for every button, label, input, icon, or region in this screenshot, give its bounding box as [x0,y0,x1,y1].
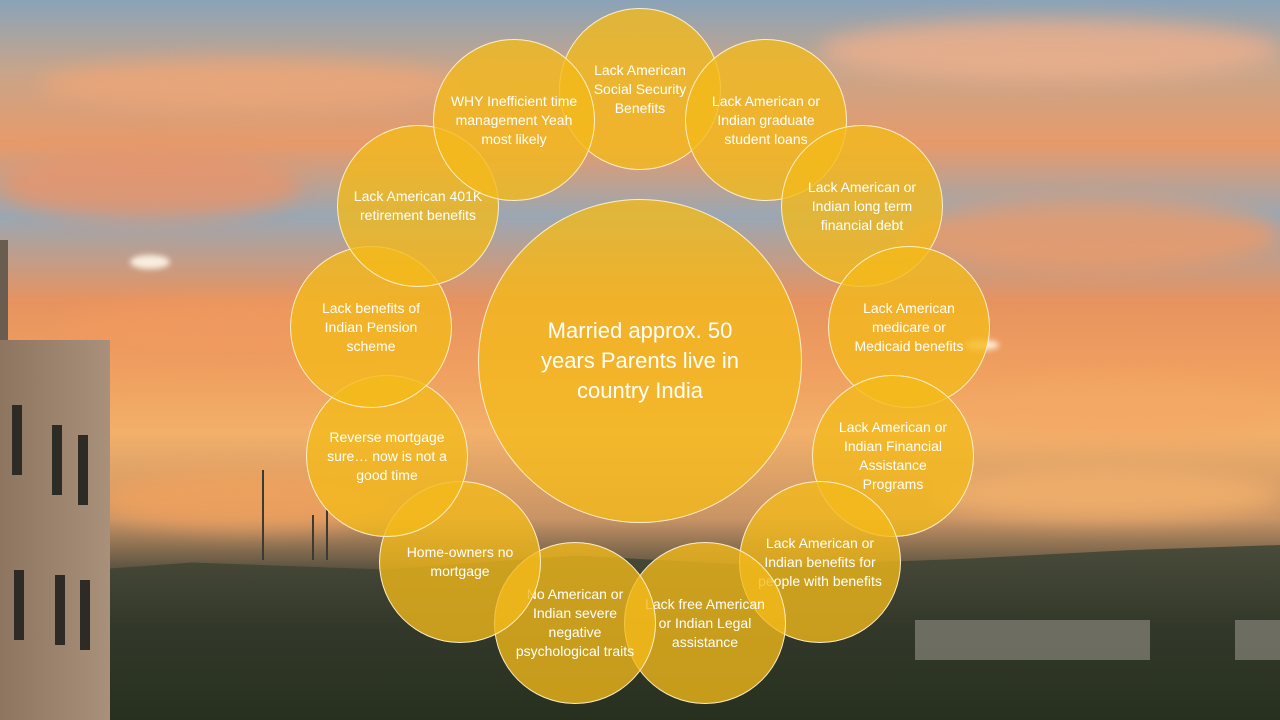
circle-label: Lack American 401K retirement benefits [353,188,483,223]
circle-label: Home-owners no mortgage [406,544,514,579]
center-circle: Married approx. 50 years Parents live in… [478,199,802,523]
circle-label: Lack American or Indian Financial Assist… [838,419,948,492]
outer-circle: WHY Inefficient time management Yeah mos… [433,39,595,201]
building-left [0,340,110,720]
circle-label: Reverse mortgage sure… now is not a good… [327,428,447,483]
circle-label: Lack American or Indian benefits for peo… [758,534,882,589]
circle-label: Lack American or Indian long term financ… [807,178,917,233]
circle-label: Lack benefits of Indian Pension scheme [321,299,421,354]
outer-circle: Lack free American or Indian Legal assis… [624,542,786,704]
building-pole [0,240,8,340]
circle-label: No American or Indian severe negative ps… [515,586,635,659]
circle-label: WHY Inefficient time management Yeah mos… [450,92,578,147]
circle-label: Lack American or Indian graduate student… [711,92,821,147]
outer-circle: Lack American medicare or Medicaid benef… [828,246,990,408]
circle-label: Lack American medicare or Medicaid benef… [854,299,964,354]
outer-circle: Lack benefits of Indian Pension scheme [290,246,452,408]
center-label: Married approx. 50 years Parents live in… [540,318,740,403]
circle-label: Lack American Social Security Benefits [593,61,687,116]
distant-building [1235,620,1280,660]
outer-circle: No American or Indian severe negative ps… [494,542,656,704]
outer-circle: Reverse mortgage sure… now is not a good… [306,375,468,537]
distant-building [915,620,1150,660]
circle-label: Lack free American or Indian Legal assis… [645,595,765,650]
